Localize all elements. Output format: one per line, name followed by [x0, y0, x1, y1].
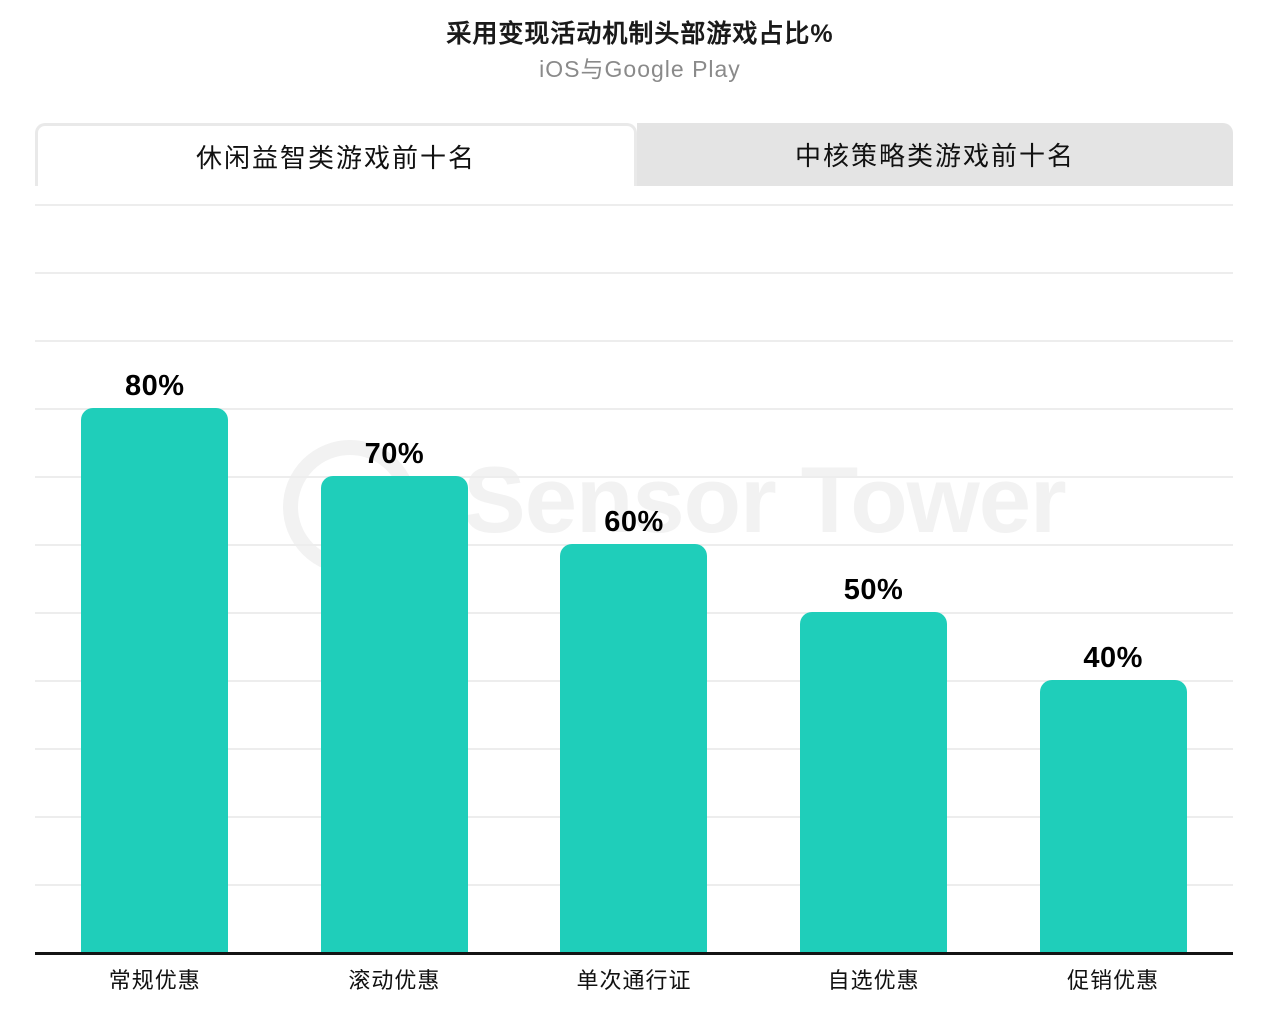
- plot-area: Sensor Tower 80% 70% 60% 50% 40%: [35, 204, 1233, 955]
- tab-midcore-strategy-top10[interactable]: 中核策略类游戏前十名: [637, 123, 1233, 186]
- x-axis-label: 单次通行证: [576, 968, 692, 993]
- bar-group: 40%: [993, 204, 1233, 952]
- bar-changgui-youhui: [81, 408, 229, 952]
- x-axis-label: 常规优惠: [108, 968, 201, 993]
- bar-value-label: 50%: [843, 574, 904, 606]
- sensortower-watermark-text: Sensor Tower: [463, 447, 1067, 552]
- sensortower-watermark: Sensor Tower: [35, 204, 1233, 952]
- bar-gundong-youhui: [320, 476, 468, 952]
- bar-danci-tongxingzheng: [560, 544, 708, 952]
- x-axis-label: 滚动优惠: [348, 968, 441, 993]
- chart-title: 采用变现活动机制头部游戏占比%: [446, 20, 834, 48]
- bar-cuxiao-youhui: [1039, 680, 1187, 952]
- x-axis-line: [35, 952, 1233, 955]
- x-axis-labels: 常规优惠 滚动优惠 单次通行证 自选优惠 促销优惠: [35, 963, 1233, 995]
- bar-value-label: 70%: [364, 438, 425, 470]
- bar-value-label: 80%: [125, 370, 185, 402]
- bar-value-label: 60%: [604, 506, 664, 538]
- x-axis-label: 自选优惠: [827, 968, 920, 993]
- bar-series: 80% 70% 60% 50% 40%: [35, 204, 1233, 952]
- x-axis-label: 促销优惠: [1067, 968, 1160, 993]
- chart-subtitle: iOS与Google Play: [539, 56, 741, 82]
- bar-group: 60%: [514, 204, 754, 952]
- tab-casual-puzzle-top10[interactable]: 休闲益智类游戏前十名: [35, 123, 637, 186]
- bar-value-label: 40%: [1083, 642, 1143, 674]
- bar-group: 70%: [275, 204, 515, 952]
- bar-zixuan-youhui: [800, 612, 948, 952]
- tab-bar: 休闲益智类游戏前十名 中核策略类游戏前十名: [35, 123, 1233, 186]
- bar-group: 50%: [754, 204, 994, 952]
- bar-group: 80%: [35, 204, 275, 952]
